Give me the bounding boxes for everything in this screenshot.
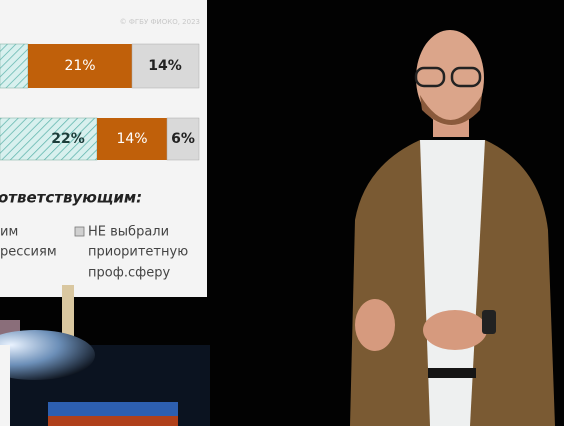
legend-text: НЕ выбрали	[88, 225, 169, 240]
legend-text: им	[0, 225, 18, 240]
bar-label: 22%	[51, 131, 85, 147]
bar-label: 6%	[171, 131, 195, 147]
bar-label: 21%	[64, 58, 95, 74]
hand	[355, 299, 395, 351]
legend-text: рессиям	[0, 245, 57, 260]
legend-text: приоритетную	[88, 245, 188, 260]
bar-label: 14%	[116, 131, 147, 147]
slide: © ФГБУ ФИОКО, 2023 21% 14% 22% 14% 6% от…	[0, 0, 207, 297]
watermark: © ФГБУ ФИОКО, 2023	[120, 18, 200, 26]
slide-edge	[0, 345, 10, 426]
book	[48, 416, 178, 426]
hand	[423, 310, 487, 350]
bar-label: 14%	[148, 58, 182, 74]
legend-swatch	[75, 227, 84, 236]
belt	[428, 368, 476, 378]
caption: ответствующим:	[0, 189, 142, 207]
legend-text: проф.сферу	[88, 266, 170, 281]
watch	[482, 310, 496, 334]
video-frame: © ФГБУ ФИОКО, 2023 21% 14% 22% 14% 6% от…	[0, 0, 564, 426]
book	[48, 402, 178, 416]
bar-segment	[0, 44, 28, 88]
